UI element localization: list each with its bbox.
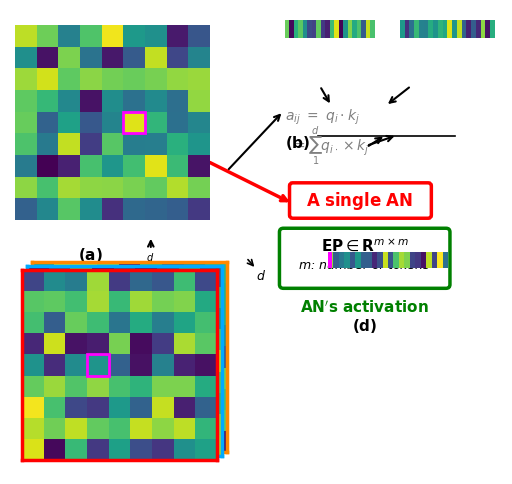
Text: $\mathbf{(a)}$: $\mathbf{(a)}$ [78, 246, 103, 264]
Text: $\mathbf{EP} \in \mathbf{R}^{m\times m}$: $\mathbf{EP} \in \mathbf{R}^{m\times m}$ [321, 238, 409, 254]
Text: $\mathbf{(c)}$: $\mathbf{(c)}$ [78, 260, 101, 278]
Text: $\mathbf{AN's\ activation}$: $\mathbf{AN's\ activation}$ [300, 300, 429, 317]
Text: $m$: number of tokens: $m$: number of tokens [298, 258, 431, 272]
Text: $\mathbf{A\ single\ AN}$: $\mathbf{A\ single\ AN}$ [306, 190, 414, 212]
Text: $\sum_1^d$: $\sum_1^d$ [143, 251, 158, 294]
FancyBboxPatch shape [280, 228, 450, 288]
Bar [123, 112, 145, 133]
Text: $\mathbf{(b)}$: $\mathbf{(b)}$ [285, 134, 310, 152]
Text: $\mathbf{(d)}$: $\mathbf{(d)}$ [352, 317, 377, 335]
Bar [87, 354, 109, 376]
Text: $d$: $d$ [256, 269, 266, 283]
Text: $a_{ij}\ =\ q_i \cdot k_j$: $a_{ij}\ =\ q_i \cdot k_j$ [285, 107, 359, 127]
Text: $\Lambda = \mathbf{Q}^\mathrm{T}\mathbf{K}$: $\Lambda = \mathbf{Q}^\mathrm{T}\mathbf{… [114, 69, 188, 91]
FancyBboxPatch shape [289, 183, 431, 218]
Text: $\mathbf{Element\text{-}wise\ product}$: $\mathbf{Element\text{-}wise\ product}$ [72, 401, 226, 419]
Bar [328, 252, 332, 268]
Text: $= \sum_1^d q_{i\cdot} \times k_j$: $= \sum_1^d q_{i\cdot} \times k_j$ [291, 124, 369, 167]
